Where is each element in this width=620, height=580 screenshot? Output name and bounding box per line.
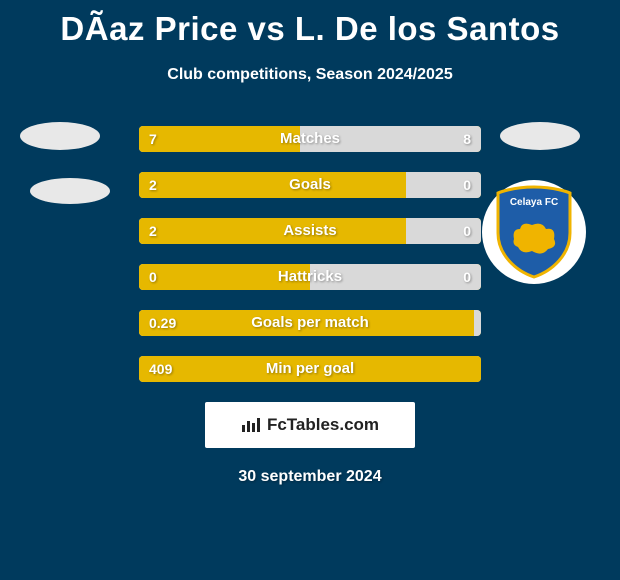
footer-brand: FcTables.com: [205, 402, 415, 448]
date-text: 30 september 2024: [0, 468, 620, 486]
stat-label: Min per goal: [139, 356, 481, 382]
stat-row: 78Matches: [139, 126, 481, 152]
stat-label: Matches: [139, 126, 481, 152]
placeholder-ellipse-left-top: [20, 122, 100, 150]
subtitle: Club competitions, Season 2024/2025: [0, 66, 620, 84]
stat-row: 20Assists: [139, 218, 481, 244]
placeholder-ellipse-left-mid: [30, 178, 110, 204]
stats-container: 78Matches 20Goals 20Assists 00Hattricks 0.29…: [139, 126, 481, 382]
stat-row: 00Hattricks: [139, 264, 481, 290]
stat-row: 20Goals: [139, 172, 481, 198]
stat-label: Goals: [139, 172, 481, 198]
placeholder-ellipse-right-top: [500, 122, 580, 150]
bar-chart-icon: [241, 417, 261, 433]
stat-row: 0.29Goals per match: [139, 310, 481, 336]
club-badge: Celaya FC: [482, 180, 586, 284]
stat-label: Assists: [139, 218, 481, 244]
stat-label: Goals per match: [139, 310, 481, 336]
footer-brand-text: FcTables.com: [267, 415, 379, 435]
page-title: DÃ­az Price vs L. De los Santos: [0, 0, 620, 48]
stat-label: Hattricks: [139, 264, 481, 290]
club-badge-shield: Celaya FC: [492, 185, 576, 279]
stat-row: 409Min per goal: [139, 356, 481, 382]
club-badge-text: Celaya FC: [510, 197, 558, 208]
